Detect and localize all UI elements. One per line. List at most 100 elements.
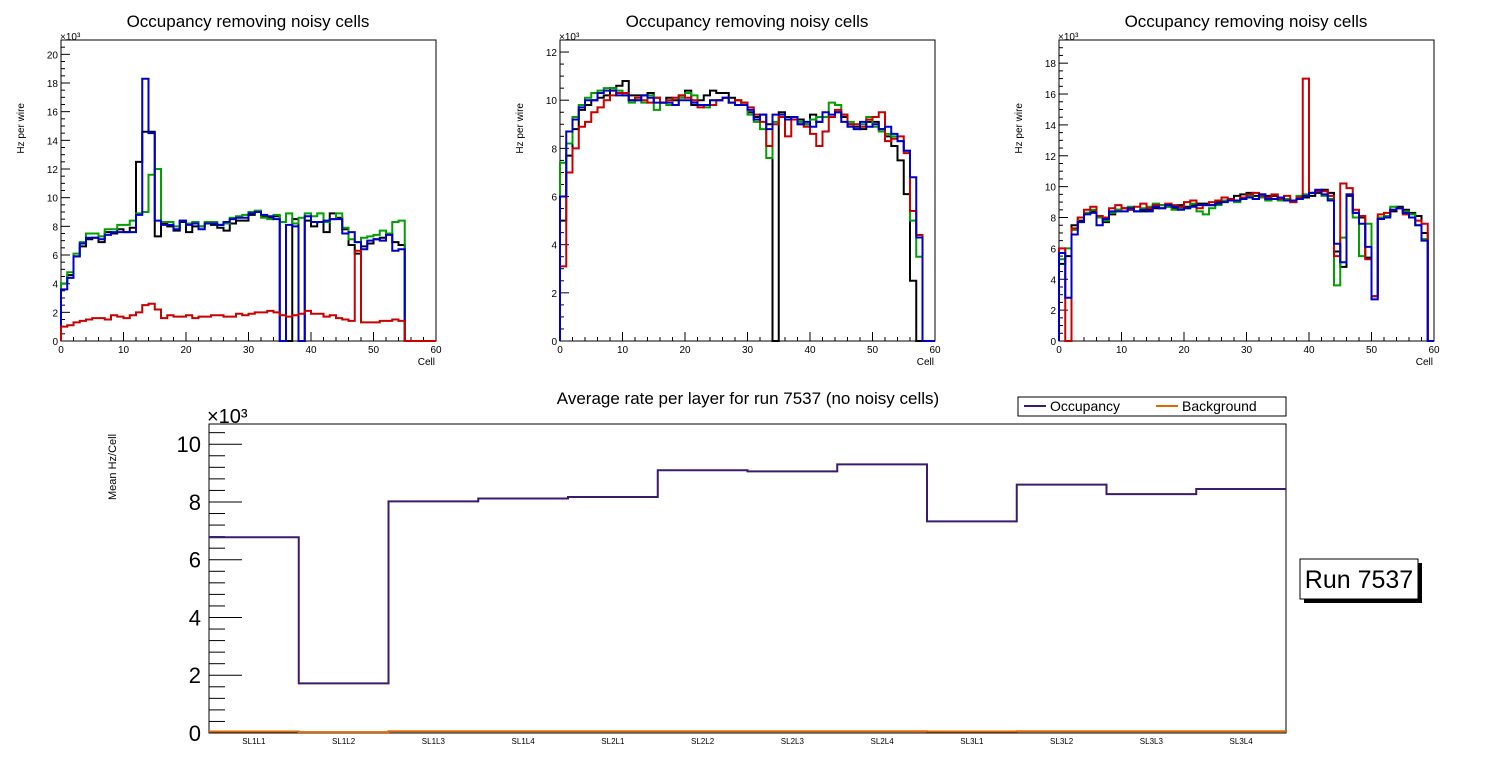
x-tick-label: 40 <box>1303 345 1315 356</box>
x-category-label: SL1L4 <box>512 737 536 746</box>
y-tick-label: 4 <box>1050 275 1056 286</box>
x-tick-label: 10 <box>617 345 629 356</box>
y-tick-label: 4 <box>189 605 201 630</box>
y-axis-exponent: ×10³ <box>207 406 248 428</box>
y-tick-label: 14 <box>47 136 59 147</box>
series-occupancy-line <box>209 463 1286 685</box>
run-label: Run 7537 <box>1305 566 1413 594</box>
x-axis-label: Cell <box>418 357 435 368</box>
y-tick-label: 12 <box>47 165 59 176</box>
x-tick-label: 30 <box>1241 345 1253 356</box>
x-tick-label: 60 <box>1428 345 1440 356</box>
x-category-label: SL3L4 <box>1230 737 1254 746</box>
y-tick-label: 0 <box>1050 337 1056 348</box>
x-tick-label: 0 <box>1056 345 1062 356</box>
series-red-histogram <box>559 91 935 342</box>
y-tick-label: 12 <box>1045 152 1057 163</box>
y-tick-label: 14 <box>1045 121 1057 132</box>
x-axis-label: Cell <box>1416 357 1433 368</box>
x-tick-label: 40 <box>305 345 317 356</box>
chart-title: Occupancy removing noisy cells <box>626 12 869 31</box>
legend: Occupancy Background <box>1017 396 1287 417</box>
y-tick-label: 6 <box>189 548 201 573</box>
y-tick-label: 20 <box>47 50 59 61</box>
y-tick-label: 2 <box>52 308 58 319</box>
y-tick-label: 10 <box>546 96 558 107</box>
legend-label-background: Background <box>1182 398 1257 414</box>
y-tick-label: 4 <box>551 241 557 252</box>
x-category-label: SL2L1 <box>601 737 625 746</box>
x-category-label: SL1L1 <box>242 737 266 746</box>
x-category-label: SL2L3 <box>781 737 805 746</box>
y-tick-label: 6 <box>551 193 557 204</box>
x-tick-label: 30 <box>742 345 754 356</box>
x-category-label: SL1L2 <box>332 737 356 746</box>
chart-title: Occupancy removing noisy cells <box>1125 12 1368 31</box>
x-tick-label: 20 <box>679 345 691 356</box>
y-axis-label: Hz per wire <box>1014 103 1025 154</box>
legend-label-occupancy: Occupancy <box>1050 398 1120 414</box>
y-tick-label: 12 <box>546 48 558 59</box>
chart-title: Occupancy removing noisy cells <box>127 12 370 31</box>
y-tick-label: 2 <box>189 663 201 688</box>
y-axis-label: Mean Hz/Cell <box>107 434 119 500</box>
x-tick-label: 50 <box>368 345 380 356</box>
x-tick-label: 50 <box>867 345 879 356</box>
y-axis-label: Hz per wire <box>16 103 27 154</box>
y-tick-label: 8 <box>1050 214 1056 225</box>
y-tick-label: 18 <box>1045 59 1057 70</box>
y-tick-label: 8 <box>52 222 58 233</box>
plot-frame <box>60 39 437 342</box>
panel-layer-average-rate: Average rate per layer for run 7537 (no … <box>107 389 1422 746</box>
x-tick-label: 0 <box>557 345 563 356</box>
x-tick-label: 10 <box>1116 345 1128 356</box>
y-tick-label: 8 <box>551 144 557 155</box>
x-tick-label: 0 <box>58 345 64 356</box>
y-tick-label: 2 <box>551 289 557 300</box>
panel-1-cell-occupancy: Occupancy removing noisy cells Cell Hz per… <box>16 12 442 368</box>
series-background-line <box>209 730 1286 734</box>
x-tick-label: 60 <box>430 345 442 356</box>
y-tick-label: 4 <box>52 280 58 291</box>
series-black-histogram <box>60 130 436 342</box>
series-blue-histogram <box>559 89 935 342</box>
panel-2-cell-occupancy: Occupancy removing noisy cells Cell Hz per… <box>515 12 941 368</box>
x-tick-label: 50 <box>1366 345 1378 356</box>
x-category-label: SL3L2 <box>1050 737 1074 746</box>
chart-title: Average rate per layer for run 7537 (no … <box>557 389 939 408</box>
x-tick-label: 60 <box>929 345 941 356</box>
y-tick-label: 8 <box>189 490 201 515</box>
x-category-label: SL2L2 <box>691 737 715 746</box>
y-tick-label: 0 <box>52 337 58 348</box>
y-tick-label: 18 <box>47 79 59 90</box>
y-tick-label: 16 <box>1045 90 1057 101</box>
y-tick-label: 16 <box>47 108 59 119</box>
y-tick-label: 10 <box>177 432 201 457</box>
y-tick-label: 2 <box>1050 306 1056 317</box>
x-category-label: SL1L3 <box>422 737 446 746</box>
panel-3-cell-occupancy: Occupancy removing noisy cells Cell Hz per… <box>1014 12 1440 368</box>
x-tick-label: 20 <box>1178 345 1190 356</box>
y-axis-label: Hz per wire <box>515 103 526 154</box>
series-red-histogram <box>60 249 436 342</box>
x-tick-label: 20 <box>180 345 192 356</box>
y-tick-label: 10 <box>47 194 59 205</box>
legend-box <box>1017 396 1287 417</box>
y-axis-exponent: ×10³ <box>60 32 81 43</box>
y-axis-exponent: ×10³ <box>559 32 580 43</box>
x-tick-label: 30 <box>243 345 255 356</box>
y-tick-label: 0 <box>189 721 201 746</box>
x-category-label: SL3L1 <box>960 737 984 746</box>
x-category-label: SL3L3 <box>1140 737 1164 746</box>
x-tick-label: 10 <box>118 345 130 356</box>
series-black-histogram <box>559 79 935 342</box>
x-axis-label: Cell <box>917 357 934 368</box>
y-axis-exponent: ×10³ <box>1058 32 1079 43</box>
series-blue-histogram <box>1058 188 1434 342</box>
plot-frame <box>208 423 1287 734</box>
series-blue-histogram <box>60 77 436 342</box>
y-tick-label: 0 <box>551 337 557 348</box>
run-label-box <box>1299 558 1419 600</box>
y-tick-label: 10 <box>1045 183 1057 194</box>
